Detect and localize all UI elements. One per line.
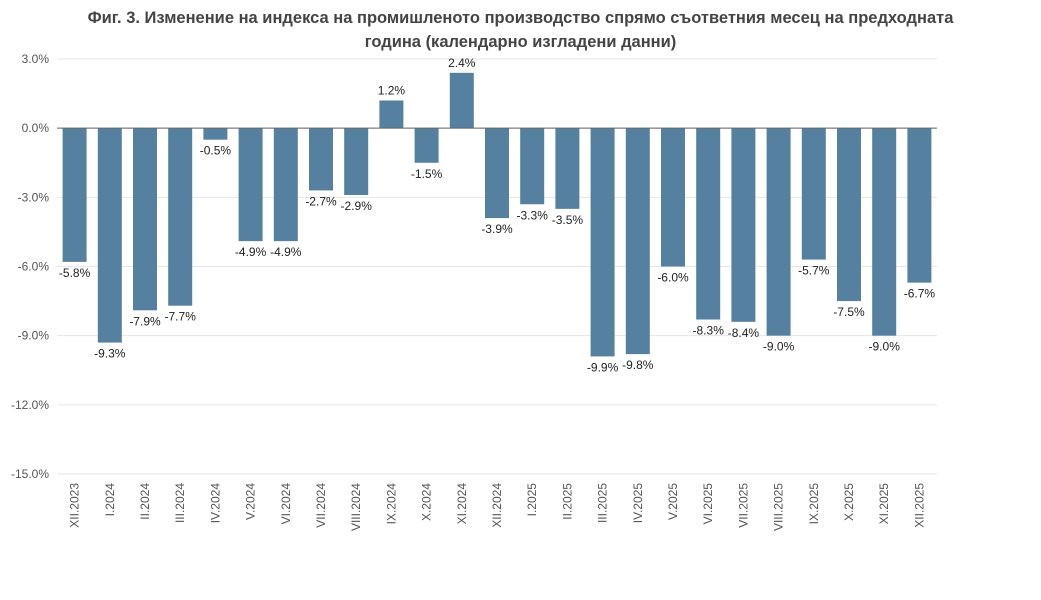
bar	[133, 128, 157, 311]
x-tick-label: I.2025	[525, 483, 539, 517]
data-label: -7.9%	[129, 314, 161, 328]
x-tick-label: VII.2024	[314, 483, 328, 528]
bar	[97, 128, 122, 343]
x-tick-label: IX.2024	[384, 483, 398, 525]
bar	[449, 72, 474, 129]
data-label: 1.2%	[378, 84, 406, 98]
data-label: -8.3%	[693, 324, 725, 338]
x-tick-label: XI.2024	[455, 483, 469, 525]
bar	[238, 128, 263, 242]
data-label: -3.9%	[481, 222, 513, 236]
x-tick-label: X.2024	[420, 483, 434, 521]
bar	[168, 128, 193, 306]
data-label: -4.9%	[270, 245, 302, 259]
data-label: -9.0%	[869, 340, 901, 354]
bar	[414, 128, 439, 163]
bar	[555, 128, 580, 209]
data-label: -8.4%	[728, 326, 760, 340]
bar	[344, 128, 369, 196]
bar	[837, 128, 861, 302]
x-tick-label: I.2024	[103, 483, 117, 517]
x-tick-label: V.2024	[244, 483, 258, 520]
x-tick-label: IV.2024	[208, 483, 222, 524]
chart-title-line1: Фиг. 3. Изменение на индекса на промишле…	[87, 9, 954, 27]
x-tick-label: XI.2025	[877, 483, 891, 525]
bar	[801, 128, 826, 260]
bar	[309, 128, 333, 191]
y-tick-label: 0.0%	[22, 121, 50, 135]
y-tick-label: -12.0%	[11, 398, 49, 412]
bar	[62, 128, 87, 262]
bar	[766, 128, 791, 336]
data-label: -3.3%	[517, 208, 549, 222]
y-tick-label: -15.0%	[11, 467, 49, 481]
x-tick-label: XII.2024	[490, 483, 504, 528]
data-label: -5.8%	[59, 266, 91, 280]
x-tick-label: XII.2025	[912, 483, 926, 528]
x-tick-label: II.2025	[560, 483, 574, 520]
data-label: 2.4%	[448, 56, 476, 70]
data-label: -9.0%	[763, 340, 795, 354]
bar	[872, 128, 897, 336]
x-tick-label: IX.2025	[807, 483, 821, 525]
bar	[379, 100, 404, 129]
chart-title: Фиг. 3. Изменение на индекса на промишле…	[0, 6, 1041, 54]
bar	[661, 128, 685, 267]
data-label: -6.0%	[657, 271, 689, 285]
x-tick-label: VIII.2024	[349, 483, 363, 531]
data-label: -7.7%	[165, 310, 197, 324]
chart-title-line2: година (календарно изгладени данни)	[364, 33, 677, 51]
data-label: -9.8%	[622, 358, 654, 372]
data-label: -6.7%	[904, 287, 936, 301]
data-label: -7.5%	[833, 305, 865, 319]
data-label: -9.9%	[587, 360, 619, 374]
y-tick-label: -3.0%	[18, 190, 50, 204]
bar	[731, 128, 756, 322]
data-label: -9.3%	[94, 347, 126, 361]
bar	[625, 128, 650, 355]
bar	[696, 128, 721, 320]
bar	[907, 128, 932, 283]
bar	[590, 128, 615, 357]
data-label: -2.9%	[341, 199, 373, 213]
y-tick-label: -6.0%	[18, 260, 50, 274]
x-tick-label: VI.2024	[279, 483, 293, 525]
bar	[485, 128, 509, 219]
data-label: -1.5%	[411, 167, 443, 181]
x-tick-label: VI.2025	[701, 483, 715, 525]
x-tick-label: III.2025	[596, 483, 610, 523]
data-label: -3.5%	[552, 213, 584, 227]
x-tick-label: II.2024	[138, 483, 152, 520]
y-tick-label: -9.0%	[18, 329, 50, 343]
data-label: -4.9%	[235, 245, 267, 259]
x-tick-label: X.2025	[842, 483, 856, 521]
data-label: -2.7%	[305, 194, 337, 208]
bar	[520, 128, 545, 205]
bar	[273, 128, 298, 242]
x-tick-label: VII.2025	[736, 483, 750, 528]
data-label: -0.5%	[200, 144, 232, 158]
x-tick-label: IV.2025	[631, 483, 645, 524]
x-tick-label: V.2025	[666, 483, 680, 520]
x-tick-label: XII.2023	[68, 483, 82, 528]
bar	[203, 128, 228, 140]
y-tick-label: 3.0%	[22, 52, 50, 66]
x-tick-label: VIII.2025	[772, 483, 786, 531]
data-label: -5.7%	[798, 264, 830, 278]
x-tick-label: III.2024	[173, 483, 187, 523]
